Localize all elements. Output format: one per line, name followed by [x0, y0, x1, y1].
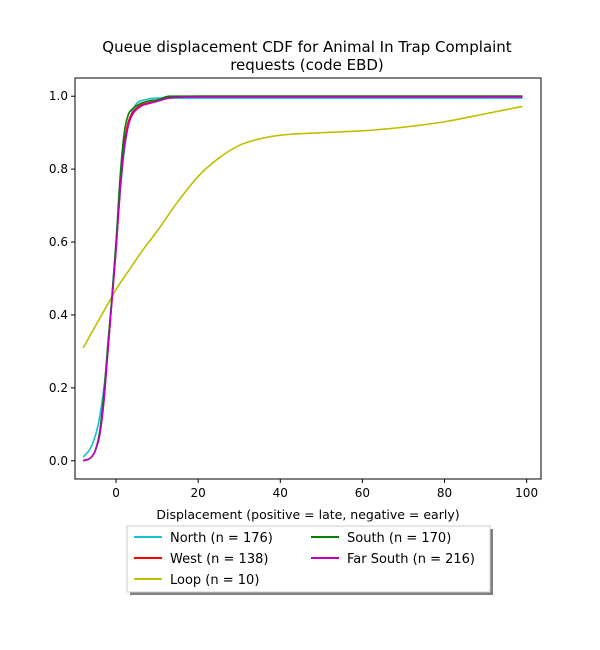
series-line-far-south [82, 96, 523, 462]
tick-layer: 0 20 40 60 80 100 0.0 0.2 0.4 0.6 0.8 1.0 [49, 89, 538, 500]
legend-label-north: North (n = 176) [170, 531, 273, 546]
y-tick-label: 0.4 [49, 308, 68, 322]
y-tick-label: 0.6 [49, 235, 68, 249]
x-tick-label: 40 [273, 486, 288, 500]
plot-area-frame [74, 77, 542, 480]
chart-title-line2: requests (code EBD) [230, 56, 384, 74]
legend-label-south: South (n = 170) [347, 531, 451, 546]
legend: North (n = 176) South (n = 170) West (n … [126, 525, 493, 595]
legend-box [126, 525, 491, 593]
series-line-north [82, 97, 523, 458]
legend-label-west: West (n = 138) [170, 552, 268, 567]
series-line-loop [82, 105, 523, 349]
series-layer [82, 95, 523, 462]
y-tick-label: 1.0 [49, 89, 68, 103]
series-line-south [82, 95, 523, 462]
legend-label-far-south: Far South (n = 216) [347, 552, 475, 567]
y-tick-label: 0.0 [49, 454, 68, 468]
legend-label-loop: Loop (n = 10) [170, 573, 259, 588]
x-tick-label: 20 [191, 486, 206, 500]
x-tick-label: 60 [355, 486, 370, 500]
x-tick-label: 0 [112, 486, 120, 500]
y-tick-label: 0.8 [49, 162, 68, 176]
x-tick-label: 100 [515, 486, 538, 500]
y-tick-label: 0.2 [49, 381, 68, 395]
x-tick-label: 80 [437, 486, 452, 500]
series-line-west [82, 95, 523, 462]
chart-title-line1: Queue displacement CDF for Animal In Tra… [102, 38, 512, 56]
x-axis-label: Displacement (positive = late, negative … [156, 507, 459, 522]
